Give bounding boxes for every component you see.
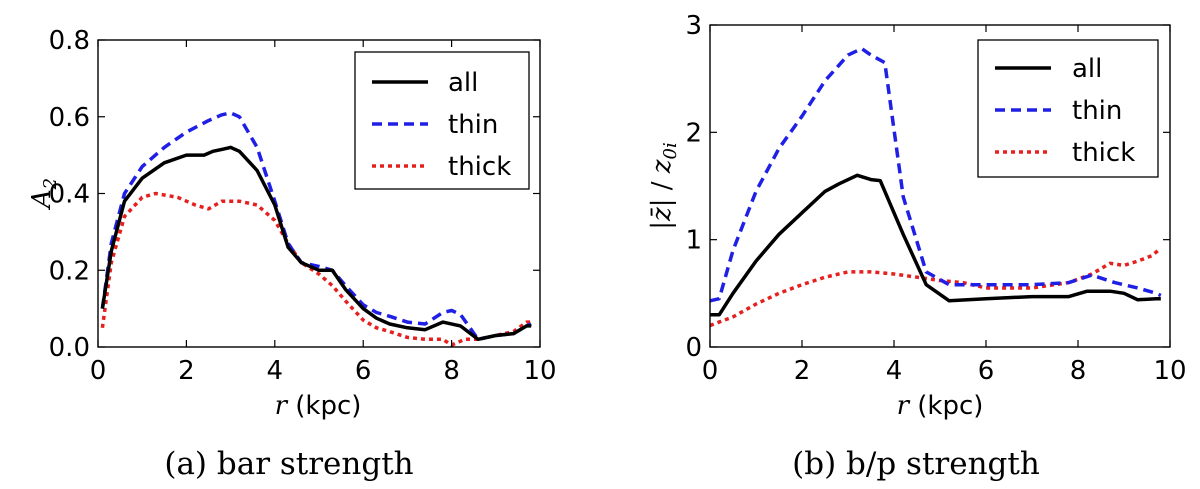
series-group <box>709 46 1162 328</box>
y-label-numerator: |z̄| <box>647 199 677 230</box>
y-tick-label: 0.6 <box>49 103 90 133</box>
legend-label-all: all <box>1072 54 1102 84</box>
x-tick-label: 4 <box>886 356 903 386</box>
series-line-thin <box>709 46 1162 303</box>
legend-label-all: all <box>448 68 478 98</box>
y-axis-label: |z̄| / z0i <box>647 142 681 229</box>
series-line-all <box>710 173 1161 317</box>
y-tick-label: 1 <box>685 226 702 256</box>
legend-label-thick: thick <box>448 152 511 182</box>
x-tick-label: 4 <box>267 356 284 386</box>
legend-label-thin: thin <box>1072 96 1122 126</box>
x-label-unit: (kpc) <box>295 391 361 421</box>
tick-group: 0 2 4 6 8 10 0 1 2 3 <box>685 11 1186 386</box>
x-tick-label: 6 <box>978 356 995 386</box>
x-label-var: r <box>275 391 289 421</box>
y-tick-label: 2 <box>685 118 702 148</box>
legend-label-thick: thick <box>1072 138 1135 168</box>
series-line-thick <box>709 246 1162 328</box>
x-tick-label: 2 <box>794 356 811 386</box>
plot-frame <box>709 24 1171 348</box>
x-tick-label: 0 <box>702 356 719 386</box>
x-tick-label: 10 <box>1153 356 1186 386</box>
x-tick-label: 0 <box>90 356 107 386</box>
x-label-unit: (kpc) <box>917 391 983 421</box>
y-label-sub: 2 <box>40 178 61 190</box>
panel-bp-strength: 0 2 4 6 8 10 0 1 2 3 |z̄| / z0i r (kpc) all thin … <box>647 11 1187 482</box>
legend-label-thin: thin <box>448 110 498 140</box>
series-line-all <box>100 145 532 342</box>
svg-text:A2: A2 <box>27 178 61 210</box>
x-axis-label: r (kpc) <box>897 391 984 421</box>
series-group <box>100 111 532 347</box>
x-tick-label: 8 <box>1070 356 1087 386</box>
series-line-thin <box>100 111 532 342</box>
y-label-sub: 0i <box>660 142 681 159</box>
y-tick-label: 0.0 <box>49 333 90 363</box>
series-line-thick <box>100 191 532 347</box>
y-tick-label: 0 <box>685 333 702 363</box>
tick-group: 0 2 4 6 8 10 0.0 0.2 0.4 0.6 0.8 <box>49 26 557 386</box>
x-tick-label: 6 <box>355 356 372 386</box>
legend: all thin thick <box>977 39 1159 178</box>
y-tick-label: 3 <box>685 11 702 41</box>
svg-text:|z̄| / z0i: |z̄| / z0i <box>647 142 681 229</box>
x-label-var: r <box>897 391 911 421</box>
x-tick-label: 8 <box>443 356 460 386</box>
y-tick-label: 0.2 <box>49 256 90 286</box>
panel-bar-strength: 0 2 4 6 8 100.00.20.40.60.8 A2 r (kpc) all th… <box>27 26 557 482</box>
x-tick-label: 10 <box>523 356 556 386</box>
caption-b: (b) b/p strength <box>792 446 1040 482</box>
y-tick-label: 0.4 <box>49 180 90 210</box>
caption-a: (a) bar strength <box>164 446 413 482</box>
y-label-var: A <box>27 189 57 210</box>
x-axis-label: r (kpc) <box>275 391 362 421</box>
y-tick-label: 0.8 <box>49 26 90 56</box>
legend: all thin thick <box>354 51 530 190</box>
x-tick-label: 2 <box>178 356 195 386</box>
legend-box <box>977 39 1159 178</box>
y-label-denominator: z <box>647 159 677 174</box>
y-axis-label: A2 <box>27 178 61 210</box>
